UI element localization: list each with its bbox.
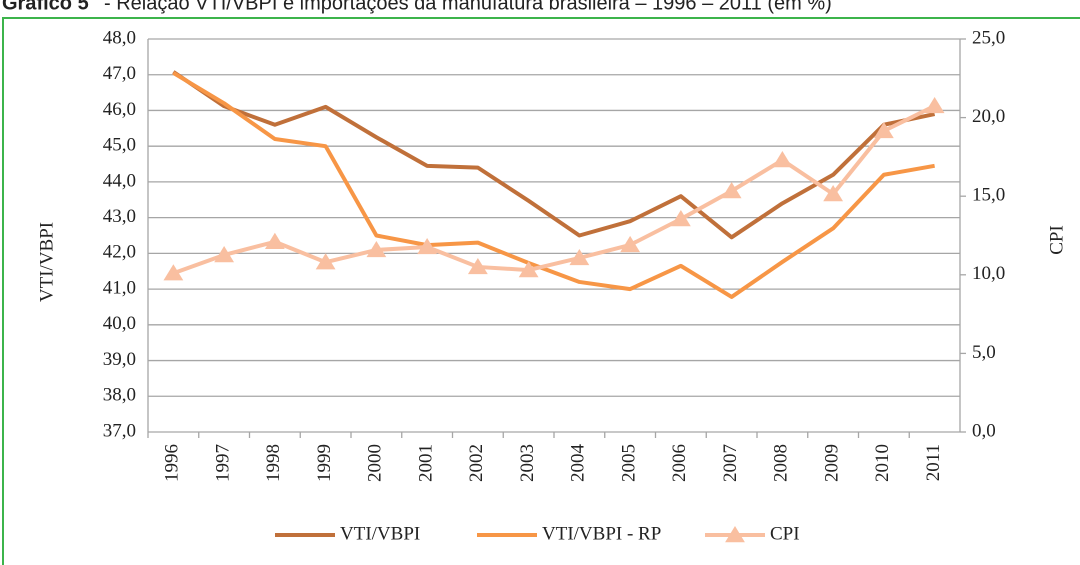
series-marker [417, 237, 438, 255]
y-tick-label: 46,0 [103, 99, 136, 120]
series-marker [214, 245, 235, 263]
y2-tick-label: 10,0 [972, 263, 1005, 284]
y-tick-label: 43,0 [103, 206, 136, 227]
x-tick-label: 2010 [872, 444, 893, 482]
y-tick-label: 41,0 [103, 277, 136, 298]
frame [2, 17, 1080, 565]
x-tick-label: 1997 [212, 444, 233, 482]
x-tick-label: 2001 [415, 444, 436, 482]
series-marker [873, 121, 894, 139]
y-tick-label: 42,0 [103, 242, 136, 263]
x-tick-label: 1996 [162, 444, 183, 482]
x-tick-label: 1999 [314, 444, 335, 482]
x-tick-label: 2005 [618, 444, 639, 482]
x-tick-label: 2008 [771, 444, 792, 482]
y-tick-label: 37,0 [103, 420, 136, 441]
series-marker [620, 235, 641, 253]
y2-tick-label: 15,0 [972, 185, 1005, 206]
y2-tick-label: 0,0 [972, 420, 996, 441]
series-marker [264, 232, 285, 249]
y-tick-label: 47,0 [103, 63, 136, 84]
series-line [172, 70, 936, 240]
y-tick-label: 45,0 [103, 135, 136, 156]
y-tick-label: 39,0 [103, 349, 136, 370]
series-marker [569, 248, 590, 266]
y-tick-label: 38,0 [103, 385, 136, 406]
legend-label: VTI/VBPI - RP [542, 523, 661, 544]
x-tick-label: 2003 [517, 444, 538, 482]
y-axis-label: VTI/VBPI [36, 222, 57, 302]
y-tick-label: 48,0 [103, 27, 136, 48]
chart-title: - Relação VTI/VBPI e importações da manu… [104, 0, 832, 14]
legend-label: VTI/VBPI [340, 523, 420, 544]
chart-title-prefix: Gráfico 5 [2, 0, 89, 14]
series-marker [518, 261, 539, 278]
series-marker [721, 182, 742, 199]
x-tick-label: 2004 [568, 444, 589, 483]
series-marker [315, 253, 336, 270]
legend-label: CPI [770, 523, 800, 544]
series-line [172, 104, 936, 276]
series-marker [467, 257, 488, 275]
y2-tick-label: 25,0 [972, 27, 1005, 48]
series-line [172, 71, 935, 299]
x-tick-label: 2011 [923, 444, 944, 481]
series-marker [823, 184, 844, 202]
x-tick-label: 2002 [466, 444, 487, 482]
x-tick-label: 2006 [669, 444, 690, 482]
y-tick-label: 44,0 [103, 170, 136, 191]
x-tick-label: 2007 [720, 444, 741, 482]
x-tick-label: 2000 [365, 444, 386, 482]
legend-marker [725, 526, 745, 543]
x-tick-label: 1998 [263, 444, 284, 482]
series-marker [924, 96, 945, 114]
y-tick-label: 40,0 [103, 313, 136, 334]
y2-tick-label: 5,0 [972, 342, 996, 363]
series-marker [772, 151, 793, 168]
series-marker [670, 209, 691, 227]
series-marker [163, 264, 184, 281]
y2-axis-label: CPI [1046, 225, 1067, 255]
series-marker [366, 240, 387, 258]
x-tick-label: 2009 [821, 444, 842, 482]
y2-tick-label: 20,0 [972, 106, 1005, 127]
